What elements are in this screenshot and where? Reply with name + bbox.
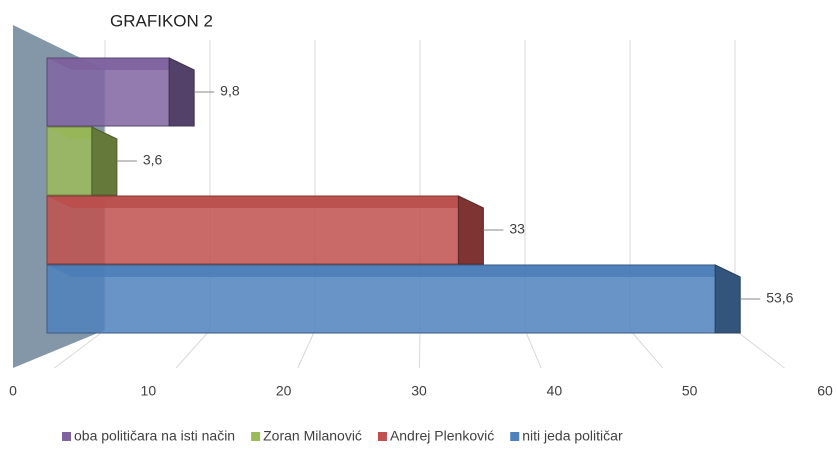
x-tick-label: 0 bbox=[9, 383, 17, 399]
bar-side bbox=[714, 264, 741, 334]
floor-line bbox=[734, 329, 785, 369]
legend-label: oba političara na isti način bbox=[74, 428, 235, 444]
bar-front bbox=[46, 57, 170, 127]
bar-front bbox=[46, 195, 459, 265]
floor-line bbox=[629, 329, 664, 369]
x-tick-label: 40 bbox=[547, 383, 563, 399]
floor-line bbox=[524, 329, 542, 369]
floor-line bbox=[418, 329, 421, 369]
chart-title: GRAFIKON 2 bbox=[110, 11, 213, 30]
bar-side bbox=[168, 57, 195, 127]
legend-swatch bbox=[62, 432, 71, 441]
data-label: 33 bbox=[509, 221, 525, 237]
bar-front bbox=[46, 264, 716, 334]
legend-swatch bbox=[377, 432, 387, 441]
x-tick-label: 20 bbox=[276, 383, 292, 399]
data-label: 9,8 bbox=[220, 83, 240, 99]
legend-label: Andrej Plenković bbox=[390, 428, 494, 444]
floor-line bbox=[54, 329, 106, 369]
bar bbox=[46, 126, 118, 196]
bar bbox=[46, 264, 741, 334]
x-tick-label: 30 bbox=[411, 383, 427, 399]
bar-front bbox=[46, 126, 93, 196]
x-tick-label: 60 bbox=[817, 383, 833, 399]
floor-line bbox=[175, 329, 211, 369]
bar-side bbox=[457, 195, 484, 265]
bar bbox=[46, 195, 484, 265]
legend-swatch bbox=[510, 432, 520, 441]
x-tick-label: 10 bbox=[141, 383, 157, 399]
data-label: 3,6 bbox=[143, 152, 163, 168]
legend-label: niti jeda političar bbox=[522, 428, 623, 444]
bar-side bbox=[91, 126, 118, 196]
legend-label: Zoran Milanović bbox=[263, 428, 362, 444]
bar bbox=[46, 57, 195, 127]
floor-line bbox=[297, 329, 316, 369]
data-label: 53,6 bbox=[766, 290, 793, 306]
legend-swatch bbox=[251, 432, 261, 441]
x-tick-label: 50 bbox=[682, 383, 698, 399]
